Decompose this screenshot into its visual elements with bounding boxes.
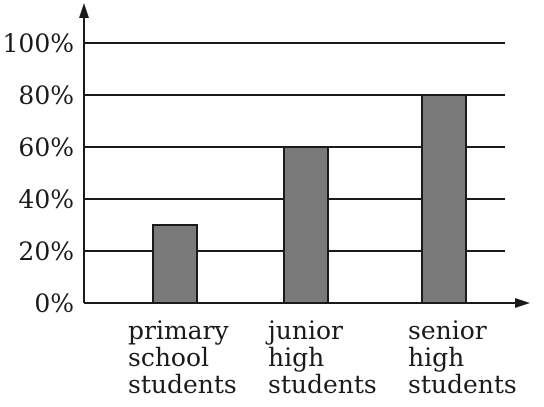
x-category-label-line: high: [408, 343, 464, 372]
y-tick-label: 20%: [18, 237, 74, 266]
y-axis-arrow-icon: [79, 3, 89, 18]
x-category-label-line: primary: [128, 316, 230, 345]
y-tick-label: 40%: [18, 185, 74, 214]
y-tick-label: 60%: [18, 133, 74, 162]
y-tick-label: 80%: [18, 81, 74, 110]
x-category-label: junior high students: [265, 316, 377, 399]
x-category-label: senior high students: [408, 316, 517, 399]
x-category-label-line: students: [268, 370, 377, 399]
x-category-label-line: junior: [265, 316, 343, 345]
x-category-label-line: senior: [408, 316, 487, 345]
x-category-label-line: students: [408, 370, 517, 399]
x-category-label-line: students: [128, 370, 237, 399]
y-tick-label: 0%: [34, 289, 74, 318]
x-category-label-line: school: [128, 343, 209, 372]
x-category-label: primary school students: [128, 316, 237, 399]
y-tick-label: 100%: [3, 29, 74, 58]
bars: [152, 94, 467, 304]
bar: [421, 94, 467, 304]
bar: [283, 146, 329, 304]
x-axis-arrow-icon: [515, 298, 530, 308]
x-category-label-line: high: [268, 343, 324, 372]
bar: [152, 224, 198, 304]
y-tick-labels: 0% 20% 40% 60% 80% 100%: [3, 29, 74, 318]
axes: [79, 3, 530, 308]
